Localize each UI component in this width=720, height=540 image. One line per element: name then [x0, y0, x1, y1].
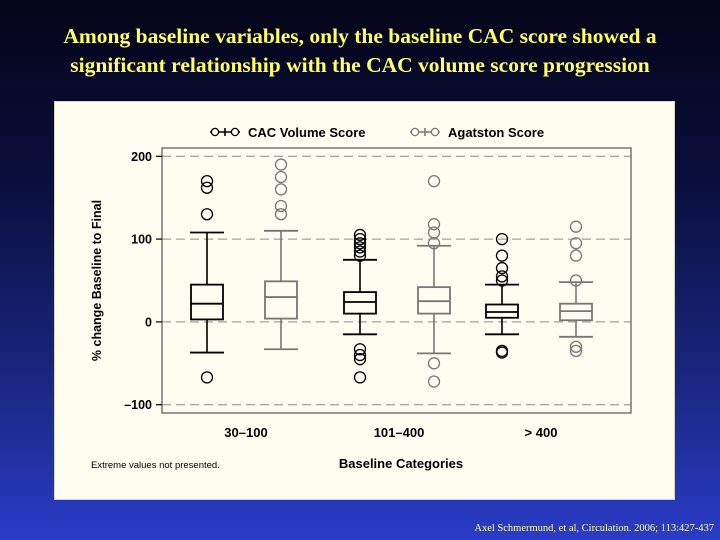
box-cac-volume-2 — [343, 228, 377, 384]
iqr-box — [264, 280, 298, 320]
outlier-point — [495, 249, 509, 262]
y-tick-label: –100 — [124, 398, 152, 412]
legend-label: Agatston Score — [448, 125, 544, 140]
outlier-point — [353, 241, 367, 254]
legend: CAC Volume Score Agatston Score — [210, 125, 544, 140]
outlier-point — [427, 218, 441, 231]
outlier-point — [353, 343, 367, 356]
outlier-point — [353, 348, 367, 362]
box-cac-volume-3 — [485, 232, 519, 359]
outlier-point — [353, 237, 367, 250]
outlier-point — [200, 371, 214, 384]
outlier-point — [569, 220, 583, 233]
outlier-point — [569, 274, 583, 287]
legend-marker — [210, 127, 220, 137]
y-axis-ticks: 200 100 0 –100 — [124, 150, 162, 412]
outlier-point — [200, 208, 214, 221]
slide-title-line-2: significant relationship with the CAC vo… — [70, 53, 650, 77]
outlier-point — [353, 353, 367, 366]
boxes — [190, 158, 593, 388]
box-agatston-3 — [559, 220, 593, 358]
legend-marker — [230, 127, 240, 137]
outlier-point — [495, 344, 509, 358]
grid-lines — [162, 155, 631, 406]
iqr-box — [190, 283, 224, 321]
outlier-point — [274, 183, 288, 196]
outlier-point — [495, 274, 509, 287]
outlier-point — [495, 261, 509, 275]
box-cac-volume-1 — [190, 174, 224, 384]
footnote: Extreme values not presented. — [91, 460, 220, 471]
outlier-point — [353, 232, 367, 246]
chart-panel: CAC Volume Score Agatston Score 200 100 0 –1… — [54, 101, 675, 500]
boxplot-chart: CAC Volume Score Agatston Score 200 100 0 –1… — [90, 125, 632, 471]
x-category-label: 101–400 — [374, 425, 425, 440]
x-axis-category-labels: 30–100 101–400 > 400 — [224, 425, 557, 440]
outlier-point — [495, 232, 509, 246]
outlier-point — [274, 199, 288, 213]
outlier-point — [200, 181, 214, 194]
legend-marker — [430, 127, 440, 137]
outlier-point — [274, 158, 288, 171]
citation: Axel Schmermund, et al, Circulation. 200… — [474, 523, 714, 534]
outlier-point — [353, 371, 367, 384]
outlier-point — [274, 208, 288, 221]
outlier-point — [569, 249, 583, 262]
legend-marker — [410, 127, 420, 137]
outlier-point — [274, 170, 288, 184]
outlier-point — [353, 249, 367, 262]
outlier-point — [353, 245, 367, 258]
outlier-point — [353, 228, 367, 242]
y-axis-label: % change Baseline to Final — [90, 200, 104, 361]
legend-label: CAC Volume Score — [248, 125, 366, 140]
y-tick-label: 100 — [131, 233, 152, 247]
outlier-point — [427, 357, 441, 370]
outlier-point — [495, 270, 509, 283]
plot-frame — [161, 147, 632, 414]
y-tick-label: 0 — [145, 315, 152, 329]
x-axis-label: Baseline Categories — [339, 456, 463, 471]
legend-entry-cac-volume: CAC Volume Score — [210, 125, 366, 140]
outlier-point — [427, 174, 441, 188]
outlier-point — [569, 344, 583, 358]
outlier-point — [427, 375, 441, 388]
slide-title: Among baseline variables, only the basel… — [0, 22, 720, 80]
y-tick-label: 200 — [131, 150, 152, 164]
slide-title-line-1: Among baseline variables, only the basel… — [63, 24, 657, 48]
outlier-point — [427, 226, 441, 239]
box-agatston-1 — [264, 158, 298, 351]
box-agatston-2 — [417, 174, 451, 388]
x-category-label: 30–100 — [224, 425, 267, 440]
outlier-point — [569, 237, 583, 250]
outlier-point — [569, 340, 583, 353]
outlier-point — [200, 174, 214, 188]
x-category-label: > 400 — [525, 425, 558, 440]
legend-entry-agatston: Agatston Score — [410, 125, 544, 140]
